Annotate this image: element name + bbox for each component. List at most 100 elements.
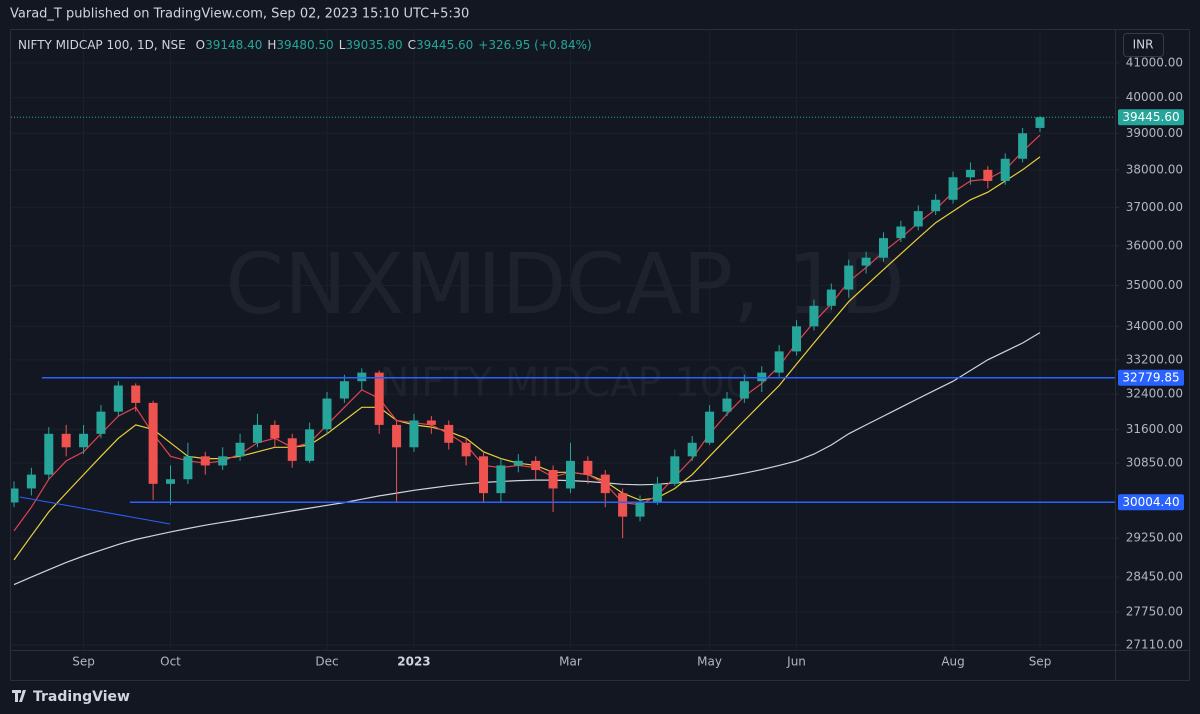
candle-body: [183, 456, 193, 480]
candle-body: [705, 411, 715, 443]
x-tick-label: May: [697, 655, 722, 669]
candle-body: [896, 226, 906, 239]
candle-body: [11, 488, 19, 503]
candle-body: [565, 460, 575, 489]
candle-body: [444, 424, 454, 443]
candle-body: [774, 351, 784, 373]
candle-body: [513, 460, 523, 466]
candle-body: [670, 456, 680, 484]
candle-body: [252, 424, 262, 443]
legend-value: 39445.60: [416, 38, 473, 52]
candle-body: [113, 385, 123, 412]
candle-body: [792, 326, 802, 352]
price-axis: 41000.00 40000.00 39000.00 38000.00 37000.00…: [1115, 55, 1183, 652]
brand-name: TradingView: [33, 689, 130, 705]
level-label-box: [1118, 369, 1184, 386]
x-tick-label: Sep: [72, 655, 95, 669]
candle-body: [374, 372, 384, 425]
candle-body: [200, 456, 210, 466]
y-tick-label: 32400.00: [1126, 387, 1183, 401]
candle-body: [166, 479, 176, 484]
candle-body: [861, 257, 871, 266]
legend-value: 39148.40: [205, 38, 262, 52]
y-tick-label: 29250.00: [1126, 531, 1183, 545]
candle-body: [79, 433, 89, 448]
candle-body: [1035, 117, 1045, 128]
candle-body: [600, 474, 610, 494]
y-tick-label: 40000.00: [1126, 90, 1183, 104]
y-tick-label: 34000.00: [1126, 319, 1183, 333]
y-tick-label: 30850.00: [1126, 456, 1183, 470]
level-label-box: [1118, 109, 1184, 126]
candle-body: [339, 381, 349, 399]
legend-title: NIFTY MIDCAP 100, 1D, NSE: [18, 38, 186, 52]
y-tick-label: 27110.00: [1126, 638, 1183, 652]
x-tick-label: Oct: [160, 655, 181, 669]
watermark-symbol: CNXMIDCAP, 1D: [225, 235, 904, 333]
candle-body: [687, 442, 697, 457]
x-tick-label: Dec: [315, 655, 338, 669]
x-tick-label: Aug: [941, 655, 964, 669]
logo-dot: [22, 690, 25, 694]
candle-body: [1018, 133, 1028, 159]
candle-body: [1000, 158, 1010, 181]
legend-change: +326.95 (+0.84%): [478, 38, 591, 52]
candle-body: [426, 420, 436, 425]
level-label: 39445.60: [1122, 110, 1179, 124]
ma-line: [13, 332, 1041, 586]
candle-body: [270, 424, 280, 439]
candle-body: [461, 442, 471, 457]
watermark: CNXMIDCAP, 1D NIFTY MIDCAP 100: [225, 235, 904, 406]
candle-body: [26, 474, 36, 489]
legend-key: L: [339, 38, 346, 52]
legend-value: 39035.80: [345, 38, 402, 52]
candle-body: [826, 289, 836, 306]
y-tick-label: 38000.00: [1126, 162, 1183, 176]
legend-key: C: [408, 38, 416, 52]
candle-body: [878, 238, 888, 258]
candle-body: [496, 465, 506, 494]
candle-body: [409, 420, 419, 448]
candle-body: [583, 460, 593, 475]
y-tick-label: 31600.00: [1126, 422, 1183, 436]
candle-body: [844, 265, 854, 290]
level-label-box: [1118, 494, 1184, 511]
candle-body: [218, 456, 228, 466]
currency-label[interactable]: INR: [1133, 38, 1154, 52]
brand-logo: [12, 690, 26, 702]
x-tick-label: Mar: [559, 655, 582, 669]
candle-body: [913, 211, 923, 227]
candle-body: [131, 385, 141, 403]
candle-body: [322, 398, 332, 430]
ma-line: [13, 156, 1041, 561]
legend-key: O: [196, 38, 205, 52]
level-label: 30004.40: [1122, 495, 1179, 509]
candle-body: [305, 429, 315, 461]
candle-body: [652, 483, 662, 503]
y-tick-label: 27750.00: [1126, 605, 1183, 619]
candle-body: [235, 442, 245, 457]
candle-body: [357, 372, 367, 382]
y-tick-label: 39000.00: [1126, 126, 1183, 140]
candle-body: [809, 305, 819, 327]
candle-body: [61, 433, 71, 448]
x-tick-label: Jun: [786, 655, 806, 669]
legend-key: H: [267, 38, 276, 52]
y-tick-label: 36000.00: [1126, 238, 1183, 252]
watermark-name: NIFTY MIDCAP 100: [379, 360, 750, 406]
candle-body: [983, 169, 993, 181]
legend-value: 39480.50: [276, 38, 333, 52]
y-tick-label: 41000.00: [1126, 55, 1183, 69]
candle-body: [479, 456, 489, 494]
currency-button[interactable]: [1123, 33, 1164, 57]
candle-body: [531, 460, 541, 471]
candle-body: [287, 438, 297, 461]
candle-body: [965, 169, 975, 178]
trend-line: [19, 496, 171, 525]
y-tick-label: 37000.00: [1126, 200, 1183, 214]
level-label: 32779.85: [1122, 370, 1179, 384]
candle-body: [931, 199, 941, 212]
candle-body: [722, 398, 732, 412]
x-tick-label: Sep: [1029, 655, 1052, 669]
